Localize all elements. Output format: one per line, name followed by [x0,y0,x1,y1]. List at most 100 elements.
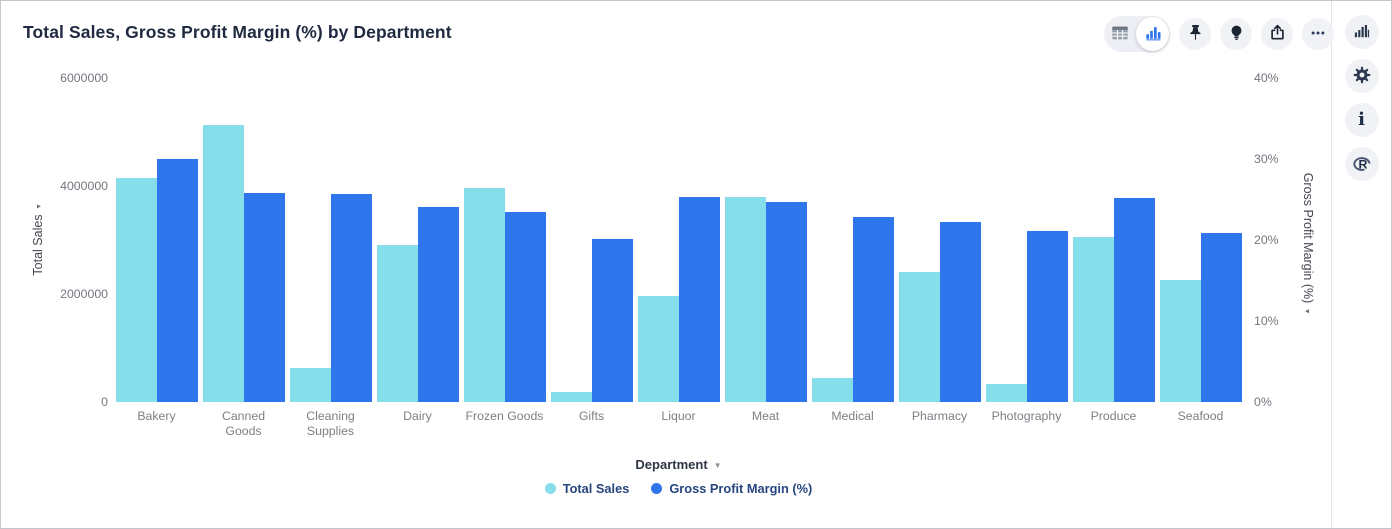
category-group [1157,78,1244,402]
chart-type-icon [1352,21,1371,43]
bar-total-sales[interactable] [289,367,331,402]
x-tick-label: Meat [751,409,780,423]
bar-gross-profit-margin[interactable] [765,201,807,402]
legend-item[interactable]: Gross Profit Margin (%) [651,481,812,496]
r-logo-button[interactable]: R [1344,147,1379,181]
chart-card: Total Sales, Gross Profit Margin (%) by … [1,1,1334,528]
bar-gross-profit-margin[interactable] [678,197,720,402]
right-rail: i R [1331,1,1391,528]
category-group [983,78,1070,402]
x-tick-label: Frozen Goods [465,409,544,423]
settings-gear-icon [1352,65,1372,88]
left-axis-ticks: 6000000 4000000 2000000 0 [29,71,108,409]
bar-total-sales[interactable] [202,124,244,402]
legend-label: Total Sales [562,481,630,496]
right-axis-ticks: 40% 30% 20% 10% 0% [1254,71,1314,409]
share-button[interactable] [1261,18,1293,50]
bar-gross-profit-margin[interactable] [243,193,285,402]
x-tick-label: Dairy [403,409,432,423]
info-icon: i [1358,109,1365,130]
sort-arrow-icon: ▾ [1303,309,1312,314]
y-tick-label: 30% [1254,152,1279,166]
right-axis-title[interactable]: Gross Profit Margin (%) ▾ [1301,173,1315,314]
ellipsis-icon [1309,24,1327,45]
x-axis-field[interactable]: Department ▼ [113,457,1244,472]
bar-total-sales[interactable] [463,188,505,402]
x-axis-labels: Bakery Canned Goods Cleaning Supplies Dairy… [113,409,1244,439]
x-tick-label: Photography [991,409,1062,423]
share-icon [1268,23,1287,45]
info-button[interactable]: i [1344,103,1379,137]
x-tick-label: Pharmacy [911,409,968,423]
x-tick-label: Gifts [578,409,605,423]
chart-view-button[interactable] [1136,17,1169,51]
bar-total-sales[interactable] [811,378,853,402]
svg-text:R: R [1358,157,1367,171]
view-toggle [1104,16,1170,52]
right-axis-title-label: Gross Profit Margin (%) [1301,172,1315,304]
bar-gross-profit-margin[interactable] [417,206,459,402]
bar-total-sales[interactable] [985,383,1027,402]
x-tick-label: Canned Goods [221,409,266,438]
bar-total-sales[interactable] [898,271,940,402]
bar-total-sales[interactable] [724,197,766,402]
category-group [113,78,200,402]
y-tick-label: 2000000 [60,287,108,301]
category-group [374,78,461,402]
more-options-button[interactable] [1302,18,1334,50]
category-group [896,78,983,402]
page-title: Total Sales, Gross Profit Margin (%) by … [23,22,452,42]
y-tick-label: 6000000 [60,71,108,85]
bar-gross-profit-margin[interactable] [1113,197,1155,402]
y-tick-label: 0 [101,395,108,409]
pin-button[interactable] [1179,18,1211,50]
x-tick-label: Seafood [1177,409,1224,423]
chevron-down-icon: ▼ [713,461,722,470]
settings-button[interactable] [1344,59,1379,93]
bar-total-sales[interactable] [550,392,592,402]
x-tick-label: Bakery [137,409,176,423]
insights-button[interactable] [1220,18,1252,50]
category-group [200,78,287,402]
x-tick-label: Produce [1090,409,1137,423]
bar-chart-icon [1143,23,1163,46]
pin-icon [1186,23,1205,45]
y-tick-label: 4000000 [60,179,108,193]
bar-total-sales[interactable] [376,245,418,402]
lightbulb-icon [1227,23,1246,45]
bar-gross-profit-margin[interactable] [1026,231,1068,402]
bar-total-sales[interactable] [637,295,679,402]
legend-swatch [544,483,556,494]
legend-item[interactable]: Total Sales [544,481,630,496]
legend-swatch [651,483,663,494]
category-group [809,78,896,402]
x-tick-label: Liquor [661,409,696,423]
legend-label: Gross Profit Margin (%) [669,481,813,496]
bar-gross-profit-margin[interactable] [156,159,198,402]
y-tick-label: 10% [1254,314,1279,328]
bar-gross-profit-margin[interactable] [591,239,633,402]
y-tick-label: 20% [1254,233,1279,247]
chart-type-button[interactable] [1344,15,1379,49]
toolbar [1104,16,1334,52]
category-group [287,78,374,402]
bar-total-sales[interactable] [1072,237,1114,402]
table-icon [1109,22,1131,47]
category-group [548,78,635,402]
bar-gross-profit-margin[interactable] [939,222,981,402]
category-group [461,78,548,402]
chart-legend: Total Sales Gross Profit Margin (%) [113,481,1244,496]
bar-total-sales[interactable] [1159,279,1201,402]
table-view-button[interactable] [1104,16,1136,52]
bar-gross-profit-margin[interactable] [852,217,894,402]
y-tick-label: 0% [1254,395,1272,409]
category-group [722,78,809,402]
x-tick-label: Medical [831,409,874,423]
bar-gross-profit-margin[interactable] [504,212,546,402]
bar-gross-profit-margin[interactable] [330,193,372,402]
bar-total-sales[interactable] [115,178,157,402]
bar-gross-profit-margin[interactable] [1200,232,1242,402]
x-tick-label: Cleaning Supplies [306,409,355,438]
plot-area [113,78,1244,402]
